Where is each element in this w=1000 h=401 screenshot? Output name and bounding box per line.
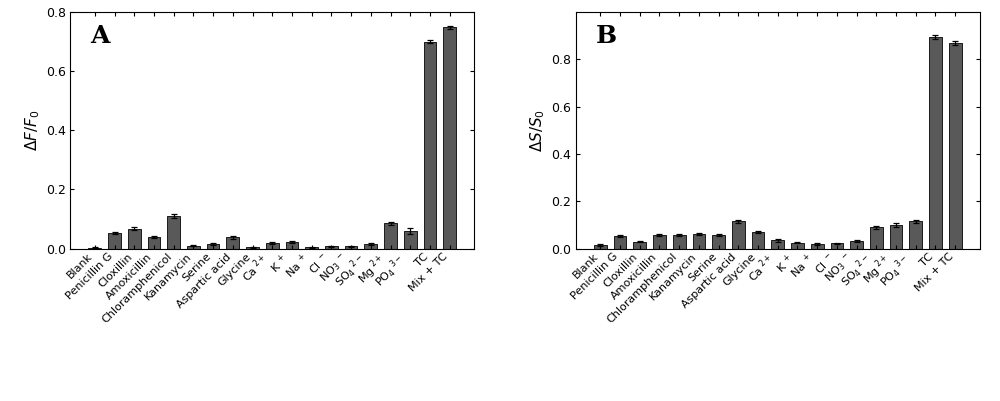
Bar xyxy=(712,235,725,249)
Bar xyxy=(653,235,666,249)
Bar xyxy=(305,247,318,249)
Bar xyxy=(167,216,180,249)
Bar xyxy=(752,232,764,249)
Bar xyxy=(614,236,626,249)
Bar xyxy=(771,240,784,249)
Bar xyxy=(108,233,121,249)
Bar xyxy=(207,244,219,249)
Bar xyxy=(286,242,298,249)
Text: A: A xyxy=(90,24,110,48)
Bar xyxy=(633,241,646,249)
Bar xyxy=(404,231,417,249)
Bar xyxy=(811,244,824,249)
Bar xyxy=(673,235,686,249)
Bar xyxy=(949,43,962,249)
Bar xyxy=(384,223,397,249)
Bar xyxy=(345,246,357,249)
Bar xyxy=(128,229,141,249)
Bar xyxy=(148,237,160,249)
Bar xyxy=(890,225,902,249)
Bar xyxy=(870,227,883,249)
Bar xyxy=(443,27,456,249)
Bar xyxy=(325,246,338,249)
Bar xyxy=(732,221,745,249)
Bar xyxy=(850,241,863,249)
Bar xyxy=(246,247,259,249)
Bar xyxy=(791,243,804,249)
Bar xyxy=(831,243,843,249)
Bar xyxy=(424,42,436,249)
Bar xyxy=(266,243,279,249)
Y-axis label: $\Delta S/S_0$: $\Delta S/S_0$ xyxy=(529,109,547,152)
Bar xyxy=(909,221,922,249)
Bar xyxy=(187,246,200,249)
Bar xyxy=(226,237,239,249)
Bar xyxy=(929,37,942,249)
Text: B: B xyxy=(596,24,617,48)
Bar xyxy=(364,244,377,249)
Bar xyxy=(594,245,607,249)
Y-axis label: $\Delta F/F_0$: $\Delta F/F_0$ xyxy=(23,110,42,151)
Bar xyxy=(693,235,705,249)
Bar xyxy=(88,248,101,249)
